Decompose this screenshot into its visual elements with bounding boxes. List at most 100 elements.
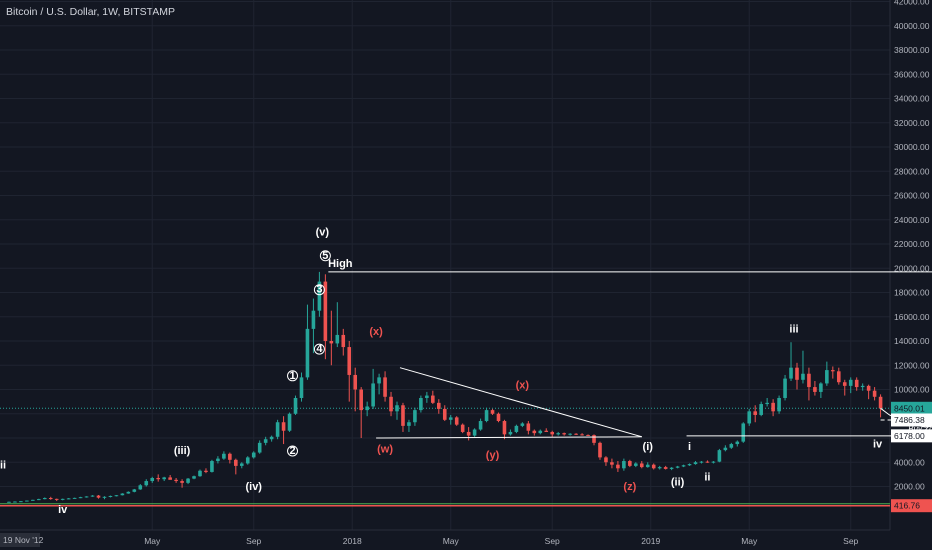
candle-body [371, 383, 375, 407]
candle-body [269, 436, 274, 440]
price-tag-label: 6178.00 [894, 431, 925, 441]
wave-label: 5 [322, 250, 328, 262]
candle-body [741, 423, 746, 442]
candle-body [866, 385, 871, 391]
candle-body [60, 498, 65, 500]
candle-body [836, 371, 841, 383]
candle-body [592, 435, 596, 443]
candle-body [210, 461, 214, 472]
candle-body [257, 442, 262, 453]
x-tick-label: Sep [246, 536, 261, 546]
candle-body [639, 463, 644, 468]
candle-body [90, 495, 95, 497]
candle-body [413, 410, 417, 423]
candle-body [753, 411, 758, 415]
candle-body [192, 476, 196, 479]
candle-body [341, 334, 346, 348]
candle-body [825, 370, 829, 384]
candle-body [120, 493, 125, 496]
wave-label: (y) [486, 450, 500, 462]
candle-body [747, 411, 752, 424]
candle-body [717, 450, 722, 462]
candle-body [401, 405, 405, 426]
x-tick-label: May [741, 536, 758, 546]
candle-body [538, 430, 543, 434]
wave-label: (i) [643, 441, 654, 453]
candle-body [293, 397, 298, 414]
candle-body [645, 464, 650, 468]
candle-body [126, 491, 131, 494]
chart-title: Bitcoin / U.S. Dollar, 1W, BITSTAMP [6, 6, 176, 18]
candle-body [514, 425, 519, 432]
x-tick-label: Sep [545, 536, 560, 546]
x-tick-label: May [144, 536, 161, 546]
candle-body [138, 485, 143, 490]
candle-body [48, 498, 53, 500]
x-tick-label: 2019 [641, 536, 660, 546]
candle-body [216, 458, 220, 462]
y-tick-label: 4000.00 [894, 457, 925, 467]
wave-label: (ii) [671, 476, 685, 488]
y-tick-label: 30000.00 [894, 142, 930, 152]
candle-body [598, 442, 602, 458]
triangle-lower-line [376, 436, 642, 439]
y-tick-label: 28000.00 [894, 166, 930, 176]
candle-body [789, 367, 793, 379]
wave-label: 2 [289, 445, 295, 457]
wave-label: 1 [289, 370, 295, 382]
candle-body [359, 389, 363, 411]
y-tick-label: 2000.00 [894, 482, 925, 492]
candle-body [186, 478, 190, 483]
wave-circle [287, 370, 299, 382]
candle-body [19, 501, 23, 503]
wave-label: High [328, 258, 353, 270]
x-tick-label: Sep [843, 536, 858, 546]
candle-body [496, 413, 501, 422]
candle-body [550, 431, 555, 435]
y-tick-label: 22000.00 [894, 239, 930, 249]
candle-body [114, 495, 119, 497]
wave-label: (iii) [174, 445, 191, 457]
candle-body [132, 489, 137, 492]
candle-body [174, 479, 178, 482]
candle-body [795, 367, 799, 380]
candle-body [144, 481, 149, 486]
candle-body [783, 378, 787, 398]
candle-body [389, 396, 393, 412]
candle-body [819, 383, 823, 392]
candle-body [222, 453, 226, 459]
candle-body [442, 408, 447, 420]
candle-body [96, 495, 101, 498]
wave-label: (z) [623, 481, 636, 493]
candle-body [610, 462, 614, 465]
candle-body [634, 463, 638, 466]
x-tick-label: May [443, 536, 460, 546]
wave-label: (x) [369, 326, 383, 338]
candle-body [66, 498, 71, 500]
candle-body [25, 500, 29, 502]
candle-body [102, 496, 107, 498]
candle-body [478, 421, 483, 430]
candle-body [13, 501, 17, 503]
candle-body [228, 453, 232, 460]
candle-body [317, 281, 322, 311]
candle-body [353, 374, 358, 390]
candle-body [431, 395, 435, 403]
candle-body [759, 404, 763, 415]
candle-body [425, 395, 429, 398]
candle-body [705, 461, 710, 463]
candle-body [502, 421, 507, 435]
candle-body [245, 457, 250, 464]
candle-body [329, 341, 334, 344]
candle-body [777, 397, 781, 412]
candle-body [84, 496, 89, 498]
candle-body [842, 382, 847, 386]
candle-body [168, 477, 172, 480]
candle-body [484, 410, 489, 422]
candle-body [472, 429, 477, 436]
y-tick-label: 18000.00 [894, 288, 930, 298]
candle-body [562, 433, 566, 435]
candle-body [419, 397, 423, 411]
